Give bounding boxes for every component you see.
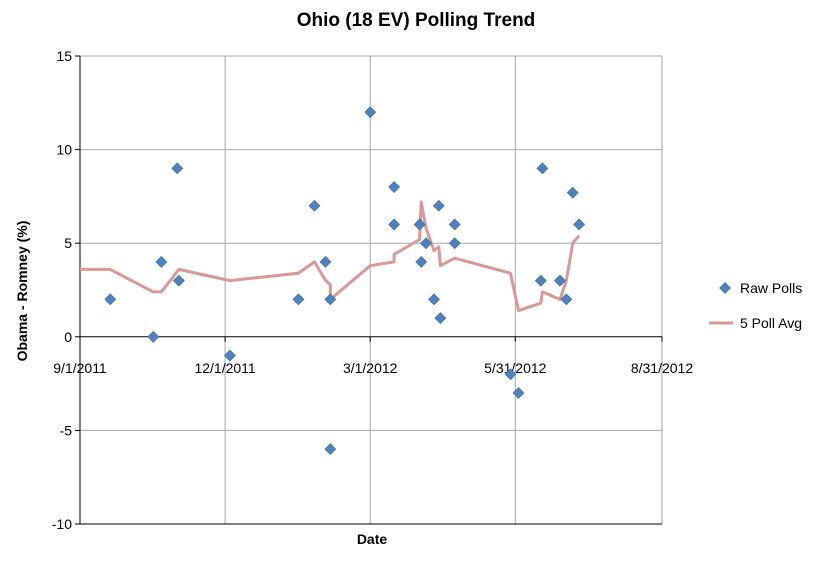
y-tick-labels: 15 10 5 0 -5 -10 — [52, 48, 72, 532]
raw-poll-point — [567, 187, 578, 198]
raw-poll-point — [428, 294, 439, 305]
y-axis-title: Obama - Romney (%) — [14, 221, 30, 362]
x-axis-title: Date — [357, 531, 388, 547]
raw-poll-point — [365, 107, 376, 118]
x-tick-label: 12/1/2011 — [194, 360, 255, 376]
raw-poll-point — [449, 219, 460, 230]
x-tick-label: 8/31/2012 — [631, 360, 693, 376]
raw-poll-point — [293, 294, 304, 305]
legend-avg-label: 5 Poll Avg — [740, 315, 802, 331]
y-tick-label: 0 — [64, 329, 72, 345]
chart-title: Ohio (18 EV) Polling Trend — [297, 10, 536, 31]
raw-poll-point — [574, 219, 585, 230]
raw-poll-point — [435, 313, 446, 324]
legend: Raw Polls 5 Poll Avg — [709, 280, 802, 331]
raw-poll-point — [513, 387, 524, 398]
legend-raw-polls-marker — [720, 283, 731, 294]
raw-poll-point — [449, 238, 460, 249]
x-tick-label: 3/1/2012 — [343, 360, 398, 376]
y-tick-label: 5 — [64, 235, 72, 251]
polling-trend-chart: Ohio (18 EV) Polling Trend 15 10 5 0 -5 -10 9… — [0, 0, 833, 563]
y-tick-label: -10 — [52, 516, 72, 532]
x-tick-labels: 9/1/2011 12/1/2011 3/1/2012 5/31/2012 8/31/2… — [53, 360, 693, 376]
raw-poll-point — [172, 163, 183, 174]
raw-poll-point — [537, 163, 548, 174]
raw-poll-point — [535, 275, 546, 286]
raw-poll-point — [416, 256, 427, 267]
raw-poll-point — [156, 256, 167, 267]
raw-poll-point — [309, 200, 320, 211]
raw-poll-point — [148, 331, 159, 342]
y-tick-label: 10 — [56, 142, 72, 158]
raw-poll-point — [389, 182, 400, 193]
y-tick-label: 15 — [56, 48, 72, 64]
y-tick-label: -5 — [60, 422, 73, 438]
raw-poll-point — [325, 444, 336, 455]
raw-poll-point — [320, 256, 331, 267]
raw-poll-point — [433, 200, 444, 211]
raw-poll-point — [105, 294, 116, 305]
x-tick-label: 9/1/2011 — [53, 360, 107, 376]
legend-raw-polls-label: Raw Polls — [740, 280, 802, 296]
raw-poll-point — [389, 219, 400, 230]
grid-lines — [80, 56, 662, 524]
